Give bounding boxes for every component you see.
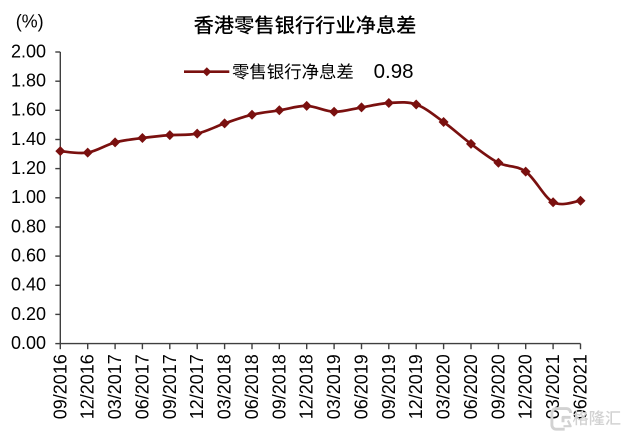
svg-text:0.40: 0.40 [11,275,46,295]
svg-text:12/2020: 12/2020 [516,354,536,419]
svg-text:12/2017: 12/2017 [187,354,207,419]
svg-text:1.60: 1.60 [11,100,46,120]
svg-text:12/2019: 12/2019 [406,354,426,419]
svg-text:06/2020: 06/2020 [461,354,481,419]
svg-text:2.00: 2.00 [11,41,46,61]
svg-text:09/2017: 09/2017 [160,354,180,419]
svg-text:(%): (%) [16,12,44,32]
svg-text:03/2020: 03/2020 [434,354,454,419]
svg-text:09/2018: 09/2018 [269,354,289,419]
svg-text:06/2018: 06/2018 [242,354,262,419]
svg-text:1.80: 1.80 [11,71,46,91]
svg-text:03/2018: 03/2018 [215,354,235,419]
svg-text:12/2016: 12/2016 [78,354,98,419]
svg-text:09/2020: 09/2020 [488,354,508,419]
svg-text:0.80: 0.80 [11,216,46,236]
svg-text:1.00: 1.00 [11,187,46,207]
svg-text:03/2021: 03/2021 [543,354,563,419]
svg-text:1.20: 1.20 [11,158,46,178]
svg-text:0.20: 0.20 [11,304,46,324]
svg-text:09/2019: 09/2019 [379,354,399,419]
svg-text:1.40: 1.40 [11,129,46,149]
svg-text:12/2018: 12/2018 [297,354,317,419]
svg-text:0.98: 0.98 [374,60,414,83]
svg-text:03/2019: 03/2019 [324,354,344,419]
svg-text:06/2019: 06/2019 [352,354,372,419]
svg-text:06/2021: 06/2021 [571,354,591,419]
svg-text:06/2017: 06/2017 [132,354,152,419]
svg-text:03/2017: 03/2017 [105,354,125,419]
svg-text:0.60: 0.60 [11,246,46,266]
svg-text:09/2016: 09/2016 [50,354,70,419]
svg-text:0.00: 0.00 [11,333,46,353]
